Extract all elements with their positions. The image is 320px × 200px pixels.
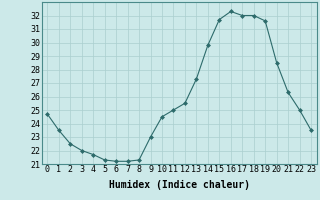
X-axis label: Humidex (Indice chaleur): Humidex (Indice chaleur) xyxy=(109,180,250,190)
